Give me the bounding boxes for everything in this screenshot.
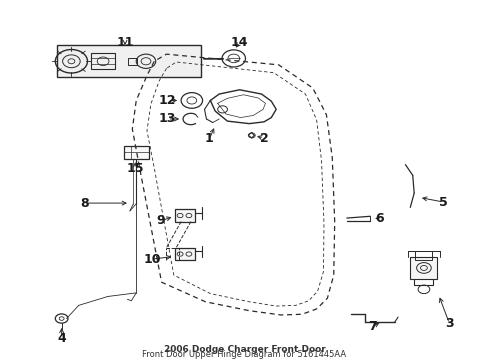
Text: 3: 3	[444, 317, 453, 330]
Text: 2: 2	[259, 132, 268, 145]
Bar	[175, 209, 194, 222]
Text: 1: 1	[204, 132, 213, 145]
Text: 11: 11	[116, 36, 134, 49]
Text: 8: 8	[80, 197, 89, 210]
Text: 14: 14	[230, 36, 248, 49]
Text: 9: 9	[156, 215, 164, 228]
Text: 6: 6	[375, 212, 384, 225]
Text: 12: 12	[159, 94, 176, 107]
Text: 15: 15	[126, 162, 144, 175]
Text: 13: 13	[159, 112, 176, 126]
Text: 4: 4	[57, 332, 66, 345]
Text: Front Door Upper Hinge Diagram for 5161445AA: Front Door Upper Hinge Diagram for 51614…	[142, 350, 346, 359]
Text: 7: 7	[367, 320, 376, 333]
Bar	[57, 45, 200, 77]
Bar	[128, 58, 137, 65]
Bar	[175, 248, 194, 260]
Text: 5: 5	[438, 195, 447, 208]
Bar	[91, 53, 115, 69]
Text: 10: 10	[143, 252, 160, 266]
Text: 2006 Dodge Charger Front Door: 2006 Dodge Charger Front Door	[163, 345, 325, 354]
Bar	[409, 257, 436, 279]
Bar	[124, 146, 149, 159]
Bar	[414, 251, 431, 260]
